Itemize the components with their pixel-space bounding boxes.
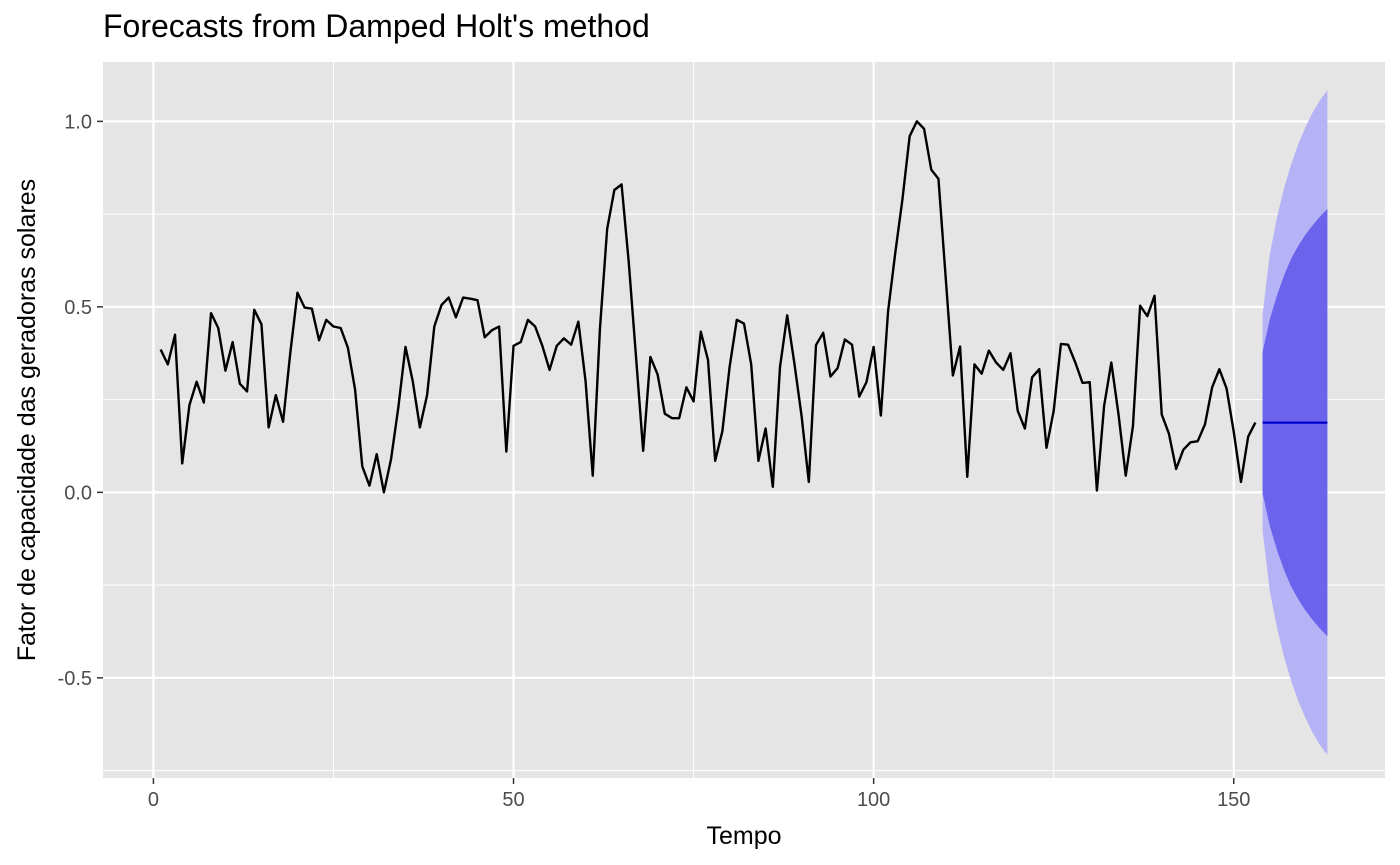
y-axis: -0.5 0.0 0.5 1.0 bbox=[58, 111, 103, 690]
series-line bbox=[159, 120, 1257, 494]
y-tick-label: 1.0 bbox=[64, 111, 92, 133]
grid-minor bbox=[103, 62, 1385, 778]
x-tick-label: 150 bbox=[1217, 789, 1250, 811]
chart-title: Forecasts from Damped Holt's method bbox=[103, 8, 650, 44]
grid-major bbox=[103, 62, 1385, 778]
x-tick-label: 0 bbox=[148, 789, 159, 811]
x-axis: 0 50 100 150 bbox=[148, 778, 1250, 811]
plot-panel bbox=[103, 62, 1385, 778]
x-tick-label: 50 bbox=[502, 789, 524, 811]
x-tick-label: 100 bbox=[857, 789, 890, 811]
y-tick-label: 0.5 bbox=[64, 297, 92, 319]
y-axis-title: Fator de capacidade das geradoras solare… bbox=[13, 179, 41, 661]
y-tick-label: -0.5 bbox=[58, 668, 92, 690]
y-tick-label: 0.0 bbox=[64, 482, 92, 504]
series-lines bbox=[159, 120, 1328, 494]
x-axis-title: Tempo bbox=[706, 822, 781, 850]
